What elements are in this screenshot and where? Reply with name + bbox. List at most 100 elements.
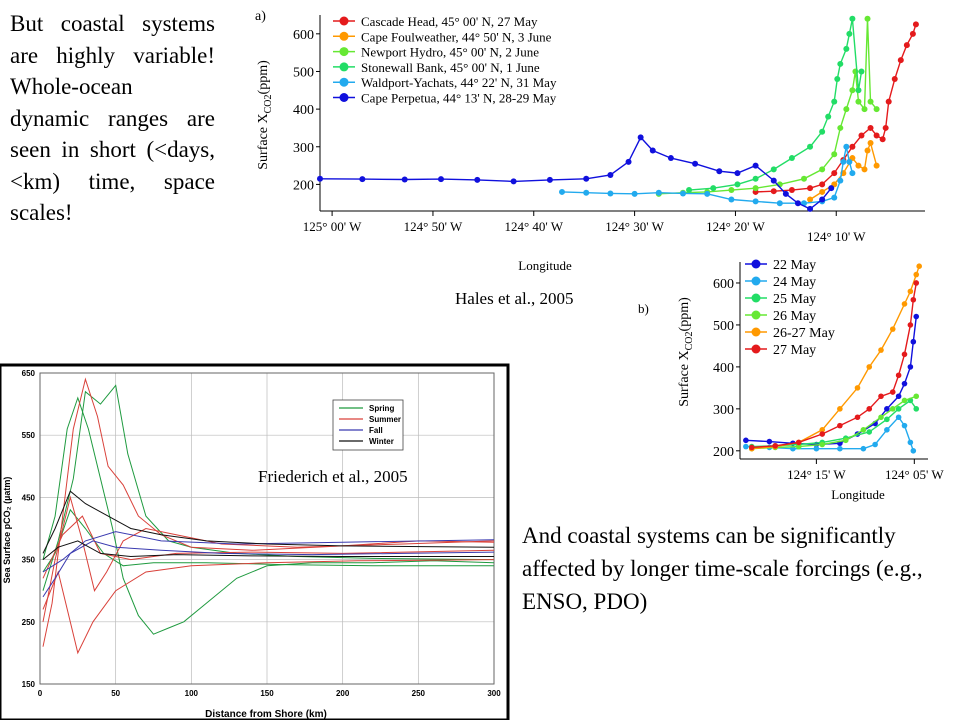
data-point [907, 322, 914, 328]
data-point [831, 151, 838, 158]
data-point [907, 397, 914, 404]
y-tick-label: 550 [22, 431, 36, 440]
data-point [837, 177, 844, 184]
legend-swatch-marker [339, 16, 349, 26]
series-line-0 [42, 396, 495, 635]
series-line-3 [751, 395, 917, 450]
x-tick-label: 124° 40' W [504, 219, 563, 234]
legend-label: 24 May [773, 275, 816, 290]
data-point [873, 162, 880, 169]
y-tick-label: 450 [22, 493, 36, 502]
data-point [872, 420, 878, 427]
chart-a-panel-label: a) [255, 9, 266, 24]
legend-label: 25 May [773, 292, 816, 307]
data-point [680, 189, 686, 196]
chart-a-xlabel: Longitude [518, 258, 572, 273]
data-point [913, 393, 920, 400]
data-point [879, 136, 886, 143]
data-point [884, 416, 890, 423]
data-point [819, 441, 826, 448]
data-point [867, 98, 874, 105]
data-point [607, 190, 614, 197]
data-point [801, 200, 807, 207]
data-point [843, 143, 850, 150]
data-point [795, 439, 802, 446]
data-point [728, 187, 735, 194]
data-point [686, 187, 693, 194]
data-point [831, 98, 838, 105]
legend-label: Cape Foulweather, 44° 50' N, 3 June [361, 29, 552, 44]
data-point [752, 175, 759, 182]
data-point [852, 68, 859, 75]
series-line-5 [319, 136, 832, 210]
data-point [607, 172, 614, 178]
citation-friederich: Friederich et al., 2005 [258, 467, 408, 486]
data-point [752, 185, 759, 192]
series-line-4 [751, 265, 920, 450]
chart-b-xlabel: Longitude [831, 487, 885, 502]
data-point [831, 194, 838, 201]
data-point [866, 429, 873, 435]
legend-label: Waldport-Yachats, 44° 22' N, 31 May [361, 75, 557, 90]
data-point [858, 68, 865, 75]
data-point [782, 190, 789, 197]
data-point [837, 445, 843, 452]
y-tick-label: 400 [713, 361, 734, 376]
chart-b-ylabel: Surface XCO2(ppm) [677, 297, 695, 407]
data-point [854, 431, 861, 437]
data-point [873, 106, 880, 113]
y-tick-label: 200 [713, 445, 734, 460]
x-tick-label: 124° 30' W [605, 219, 664, 234]
data-point [846, 158, 853, 165]
data-point [910, 296, 917, 303]
data-point [819, 198, 826, 205]
data-point [788, 155, 795, 162]
legend-label: 26-27 May [773, 326, 835, 341]
legend-swatch-marker [339, 93, 349, 102]
x-tick-label: 124° 05' W [885, 467, 944, 482]
data-point [842, 437, 849, 444]
data-point [889, 406, 896, 412]
y-tick-label: 150 [22, 680, 36, 689]
x-tick-label: 250 [412, 689, 426, 698]
legend-label: 22 May [773, 258, 816, 273]
data-point [637, 134, 644, 141]
series-line-5 [751, 282, 917, 449]
chart-b-legend: 22 May 24 May 25 May 26 May 26-27 May 27 May [745, 258, 835, 358]
series-line-3 [688, 18, 863, 191]
data-point [895, 393, 902, 400]
data-point [855, 98, 862, 105]
legend-swatch-marker [751, 344, 761, 354]
data-point [795, 443, 802, 450]
data-point [766, 438, 773, 445]
data-point [854, 414, 861, 421]
data-point [825, 113, 832, 120]
data-point [716, 168, 723, 175]
data-point [748, 443, 755, 450]
data-point [860, 427, 867, 433]
data-point [772, 442, 779, 449]
legend-swatch-marker [751, 276, 761, 286]
data-point [878, 414, 884, 421]
data-point [913, 313, 920, 320]
data-point [885, 98, 892, 105]
data-point [819, 427, 826, 433]
legend-label: 27 May [773, 343, 816, 358]
data-point [680, 190, 686, 197]
chart-c-xlabel: Distance from Shore (km) [205, 709, 327, 720]
chart-b-panel-label: b) [638, 301, 649, 316]
data-point [772, 443, 779, 450]
data-point [631, 190, 638, 197]
data-point [837, 440, 843, 447]
data-point [359, 176, 366, 183]
data-point [655, 190, 662, 197]
data-point [882, 124, 889, 131]
data-point [317, 175, 323, 182]
legend-swatch-marker [751, 259, 761, 269]
series-line-3 [42, 377, 495, 647]
data-point [837, 406, 843, 412]
series-line-7 [42, 540, 495, 598]
legend-swatch-marker [339, 77, 349, 87]
chart-b-series [743, 263, 922, 454]
data-point [770, 177, 777, 184]
